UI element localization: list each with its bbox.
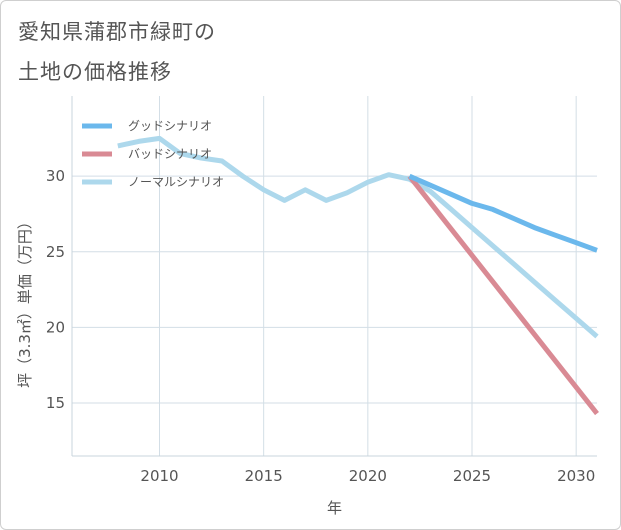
x-tick-label: 2030 — [557, 467, 595, 485]
x-tick-label: 2015 — [245, 467, 283, 485]
series-line-0 — [408, 173, 598, 253]
y-axis-label: 坪（3.3㎡）単価（万円） — [16, 214, 34, 388]
x-tick-label: 2020 — [349, 467, 387, 485]
y-tick-label: 30 — [46, 167, 65, 185]
x-tick-label: 2010 — [140, 467, 178, 485]
grid — [71, 96, 597, 457]
x-tick-label: 2025 — [453, 467, 491, 485]
y-tick-label: 15 — [46, 394, 65, 412]
x-axis-label: 年 — [327, 499, 342, 517]
legend-label: ノーマルシナリオ — [128, 175, 224, 189]
legend-label: バッドシナリオ — [128, 147, 212, 161]
y-tick-label: 25 — [46, 243, 65, 261]
series-line-1 — [407, 174, 599, 416]
chart-title-line1: 愛知県蒲郡市緑町の — [18, 20, 216, 44]
chart-title-line2: 土地の価格推移 — [18, 60, 172, 84]
series-line-2 — [117, 135, 599, 339]
series-lines — [117, 135, 599, 416]
y-tick-label: 20 — [46, 318, 65, 336]
legend-label: グッドシナリオ — [128, 119, 212, 133]
